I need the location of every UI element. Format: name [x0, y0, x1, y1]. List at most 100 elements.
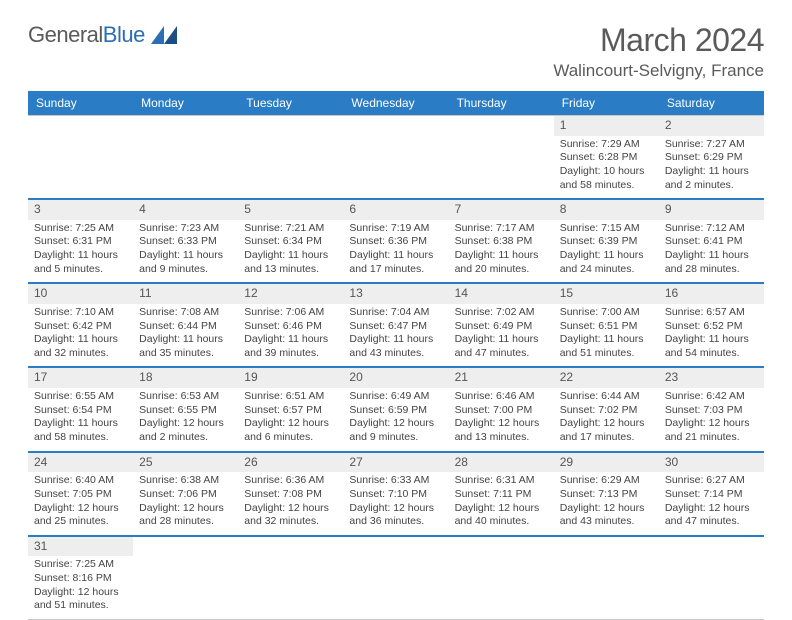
calendar-cell: 24Sunrise: 6:40 AMSunset: 7:05 PMDayligh…	[28, 452, 133, 536]
calendar-cell: 9Sunrise: 7:12 AMSunset: 6:41 PMDaylight…	[659, 199, 764, 283]
calendar-cell: 30Sunrise: 6:27 AMSunset: 7:14 PMDayligh…	[659, 452, 764, 536]
calendar-week-row: 31Sunrise: 7:25 AMSunset: 8:16 PMDayligh…	[28, 536, 764, 620]
sunset-text: Sunset: 7:05 PM	[34, 488, 127, 502]
sunrise-text: Sunrise: 6:53 AM	[139, 390, 232, 404]
daylight-text: Daylight: 12 hours and 6 minutes.	[244, 417, 337, 444]
calendar-cell	[554, 536, 659, 620]
sunset-text: Sunset: 6:54 PM	[34, 404, 127, 418]
sunset-text: Sunset: 6:33 PM	[139, 235, 232, 249]
day-number: 5	[238, 200, 343, 220]
sunrise-text: Sunrise: 7:04 AM	[349, 306, 442, 320]
calendar-cell: 23Sunrise: 6:42 AMSunset: 7:03 PMDayligh…	[659, 367, 764, 451]
sunset-text: Sunset: 6:41 PM	[665, 235, 758, 249]
calendar-cell: 7Sunrise: 7:17 AMSunset: 6:38 PMDaylight…	[449, 199, 554, 283]
calendar-cell	[343, 536, 448, 620]
sunrise-text: Sunrise: 7:10 AM	[34, 306, 127, 320]
calendar-cell: 5Sunrise: 7:21 AMSunset: 6:34 PMDaylight…	[238, 199, 343, 283]
day-number: 3	[28, 200, 133, 220]
daylight-text: Daylight: 11 hours and 5 minutes.	[34, 249, 127, 276]
weekday-header: Thursday	[449, 91, 554, 116]
calendar-cell: 29Sunrise: 6:29 AMSunset: 7:13 PMDayligh…	[554, 452, 659, 536]
calendar-cell	[238, 536, 343, 620]
calendar-week-row: 17Sunrise: 6:55 AMSunset: 6:54 PMDayligh…	[28, 367, 764, 451]
weekday-header: Saturday	[659, 91, 764, 116]
daylight-text: Daylight: 12 hours and 40 minutes.	[455, 502, 548, 529]
calendar-cell: 21Sunrise: 6:46 AMSunset: 7:00 PMDayligh…	[449, 367, 554, 451]
daylight-text: Daylight: 11 hours and 47 minutes.	[455, 333, 548, 360]
calendar-cell: 13Sunrise: 7:04 AMSunset: 6:47 PMDayligh…	[343, 283, 448, 367]
calendar-cell: 20Sunrise: 6:49 AMSunset: 6:59 PMDayligh…	[343, 367, 448, 451]
sunset-text: Sunset: 6:52 PM	[665, 320, 758, 334]
sunset-text: Sunset: 7:08 PM	[244, 488, 337, 502]
sunrise-text: Sunrise: 6:51 AM	[244, 390, 337, 404]
sunrise-text: Sunrise: 6:33 AM	[349, 474, 442, 488]
sunset-text: Sunset: 7:14 PM	[665, 488, 758, 502]
sunrise-text: Sunrise: 7:29 AM	[560, 138, 653, 152]
calendar-cell	[343, 116, 448, 200]
calendar-week-row: 10Sunrise: 7:10 AMSunset: 6:42 PMDayligh…	[28, 283, 764, 367]
weekday-header: Sunday	[28, 91, 133, 116]
calendar-cell: 27Sunrise: 6:33 AMSunset: 7:10 PMDayligh…	[343, 452, 448, 536]
day-number: 7	[449, 200, 554, 220]
sunrise-text: Sunrise: 6:36 AM	[244, 474, 337, 488]
daylight-text: Daylight: 11 hours and 9 minutes.	[139, 249, 232, 276]
daylight-text: Daylight: 12 hours and 9 minutes.	[349, 417, 442, 444]
sunrise-text: Sunrise: 7:06 AM	[244, 306, 337, 320]
calendar-cell: 22Sunrise: 6:44 AMSunset: 7:02 PMDayligh…	[554, 367, 659, 451]
daylight-text: Daylight: 11 hours and 43 minutes.	[349, 333, 442, 360]
calendar-cell: 31Sunrise: 7:25 AMSunset: 8:16 PMDayligh…	[28, 536, 133, 620]
day-number: 9	[659, 200, 764, 220]
sunrise-text: Sunrise: 6:31 AM	[455, 474, 548, 488]
daylight-text: Daylight: 11 hours and 20 minutes.	[455, 249, 548, 276]
daylight-text: Daylight: 12 hours and 13 minutes.	[455, 417, 548, 444]
sunset-text: Sunset: 6:55 PM	[139, 404, 232, 418]
sunrise-text: Sunrise: 7:25 AM	[34, 558, 127, 572]
day-number: 12	[238, 284, 343, 304]
day-number: 23	[659, 368, 764, 388]
logo-triangle-icon	[151, 26, 177, 44]
daylight-text: Daylight: 11 hours and 54 minutes.	[665, 333, 758, 360]
title-block: March 2024 Walincourt-Selvigny, France	[553, 22, 764, 81]
sunrise-text: Sunrise: 6:57 AM	[665, 306, 758, 320]
day-number: 4	[133, 200, 238, 220]
sunrise-text: Sunrise: 7:12 AM	[665, 222, 758, 236]
calendar-cell: 3Sunrise: 7:25 AMSunset: 6:31 PMDaylight…	[28, 199, 133, 283]
sunset-text: Sunset: 7:10 PM	[349, 488, 442, 502]
calendar-cell: 10Sunrise: 7:10 AMSunset: 6:42 PMDayligh…	[28, 283, 133, 367]
day-number: 2	[659, 116, 764, 136]
daylight-text: Daylight: 12 hours and 2 minutes.	[139, 417, 232, 444]
sunset-text: Sunset: 7:13 PM	[560, 488, 653, 502]
day-number: 11	[133, 284, 238, 304]
day-number: 14	[449, 284, 554, 304]
daylight-text: Daylight: 11 hours and 13 minutes.	[244, 249, 337, 276]
calendar-week-row: 3Sunrise: 7:25 AMSunset: 6:31 PMDaylight…	[28, 199, 764, 283]
sunrise-text: Sunrise: 7:08 AM	[139, 306, 232, 320]
weekday-header: Wednesday	[343, 91, 448, 116]
daylight-text: Daylight: 11 hours and 35 minutes.	[139, 333, 232, 360]
calendar-cell: 4Sunrise: 7:23 AMSunset: 6:33 PMDaylight…	[133, 199, 238, 283]
day-number: 10	[28, 284, 133, 304]
daylight-text: Daylight: 11 hours and 51 minutes.	[560, 333, 653, 360]
day-number: 30	[659, 453, 764, 473]
daylight-text: Daylight: 12 hours and 25 minutes.	[34, 502, 127, 529]
calendar-cell	[133, 116, 238, 200]
sunset-text: Sunset: 6:29 PM	[665, 151, 758, 165]
sunset-text: Sunset: 6:28 PM	[560, 151, 653, 165]
calendar-cell: 1Sunrise: 7:29 AMSunset: 6:28 PMDaylight…	[554, 116, 659, 200]
day-number: 20	[343, 368, 448, 388]
calendar-body: 1Sunrise: 7:29 AMSunset: 6:28 PMDaylight…	[28, 116, 764, 620]
sunrise-text: Sunrise: 6:27 AM	[665, 474, 758, 488]
sunrise-text: Sunrise: 7:27 AM	[665, 138, 758, 152]
daylight-text: Daylight: 11 hours and 39 minutes.	[244, 333, 337, 360]
sunrise-text: Sunrise: 6:38 AM	[139, 474, 232, 488]
calendar-cell	[449, 116, 554, 200]
daylight-text: Daylight: 10 hours and 58 minutes.	[560, 165, 653, 192]
calendar-cell: 18Sunrise: 6:53 AMSunset: 6:55 PMDayligh…	[133, 367, 238, 451]
day-number: 13	[343, 284, 448, 304]
calendar-cell: 12Sunrise: 7:06 AMSunset: 6:46 PMDayligh…	[238, 283, 343, 367]
calendar-cell: 25Sunrise: 6:38 AMSunset: 7:06 PMDayligh…	[133, 452, 238, 536]
calendar-week-row: 1Sunrise: 7:29 AMSunset: 6:28 PMDaylight…	[28, 116, 764, 200]
calendar-cell	[449, 536, 554, 620]
day-number: 27	[343, 453, 448, 473]
daylight-text: Daylight: 11 hours and 17 minutes.	[349, 249, 442, 276]
